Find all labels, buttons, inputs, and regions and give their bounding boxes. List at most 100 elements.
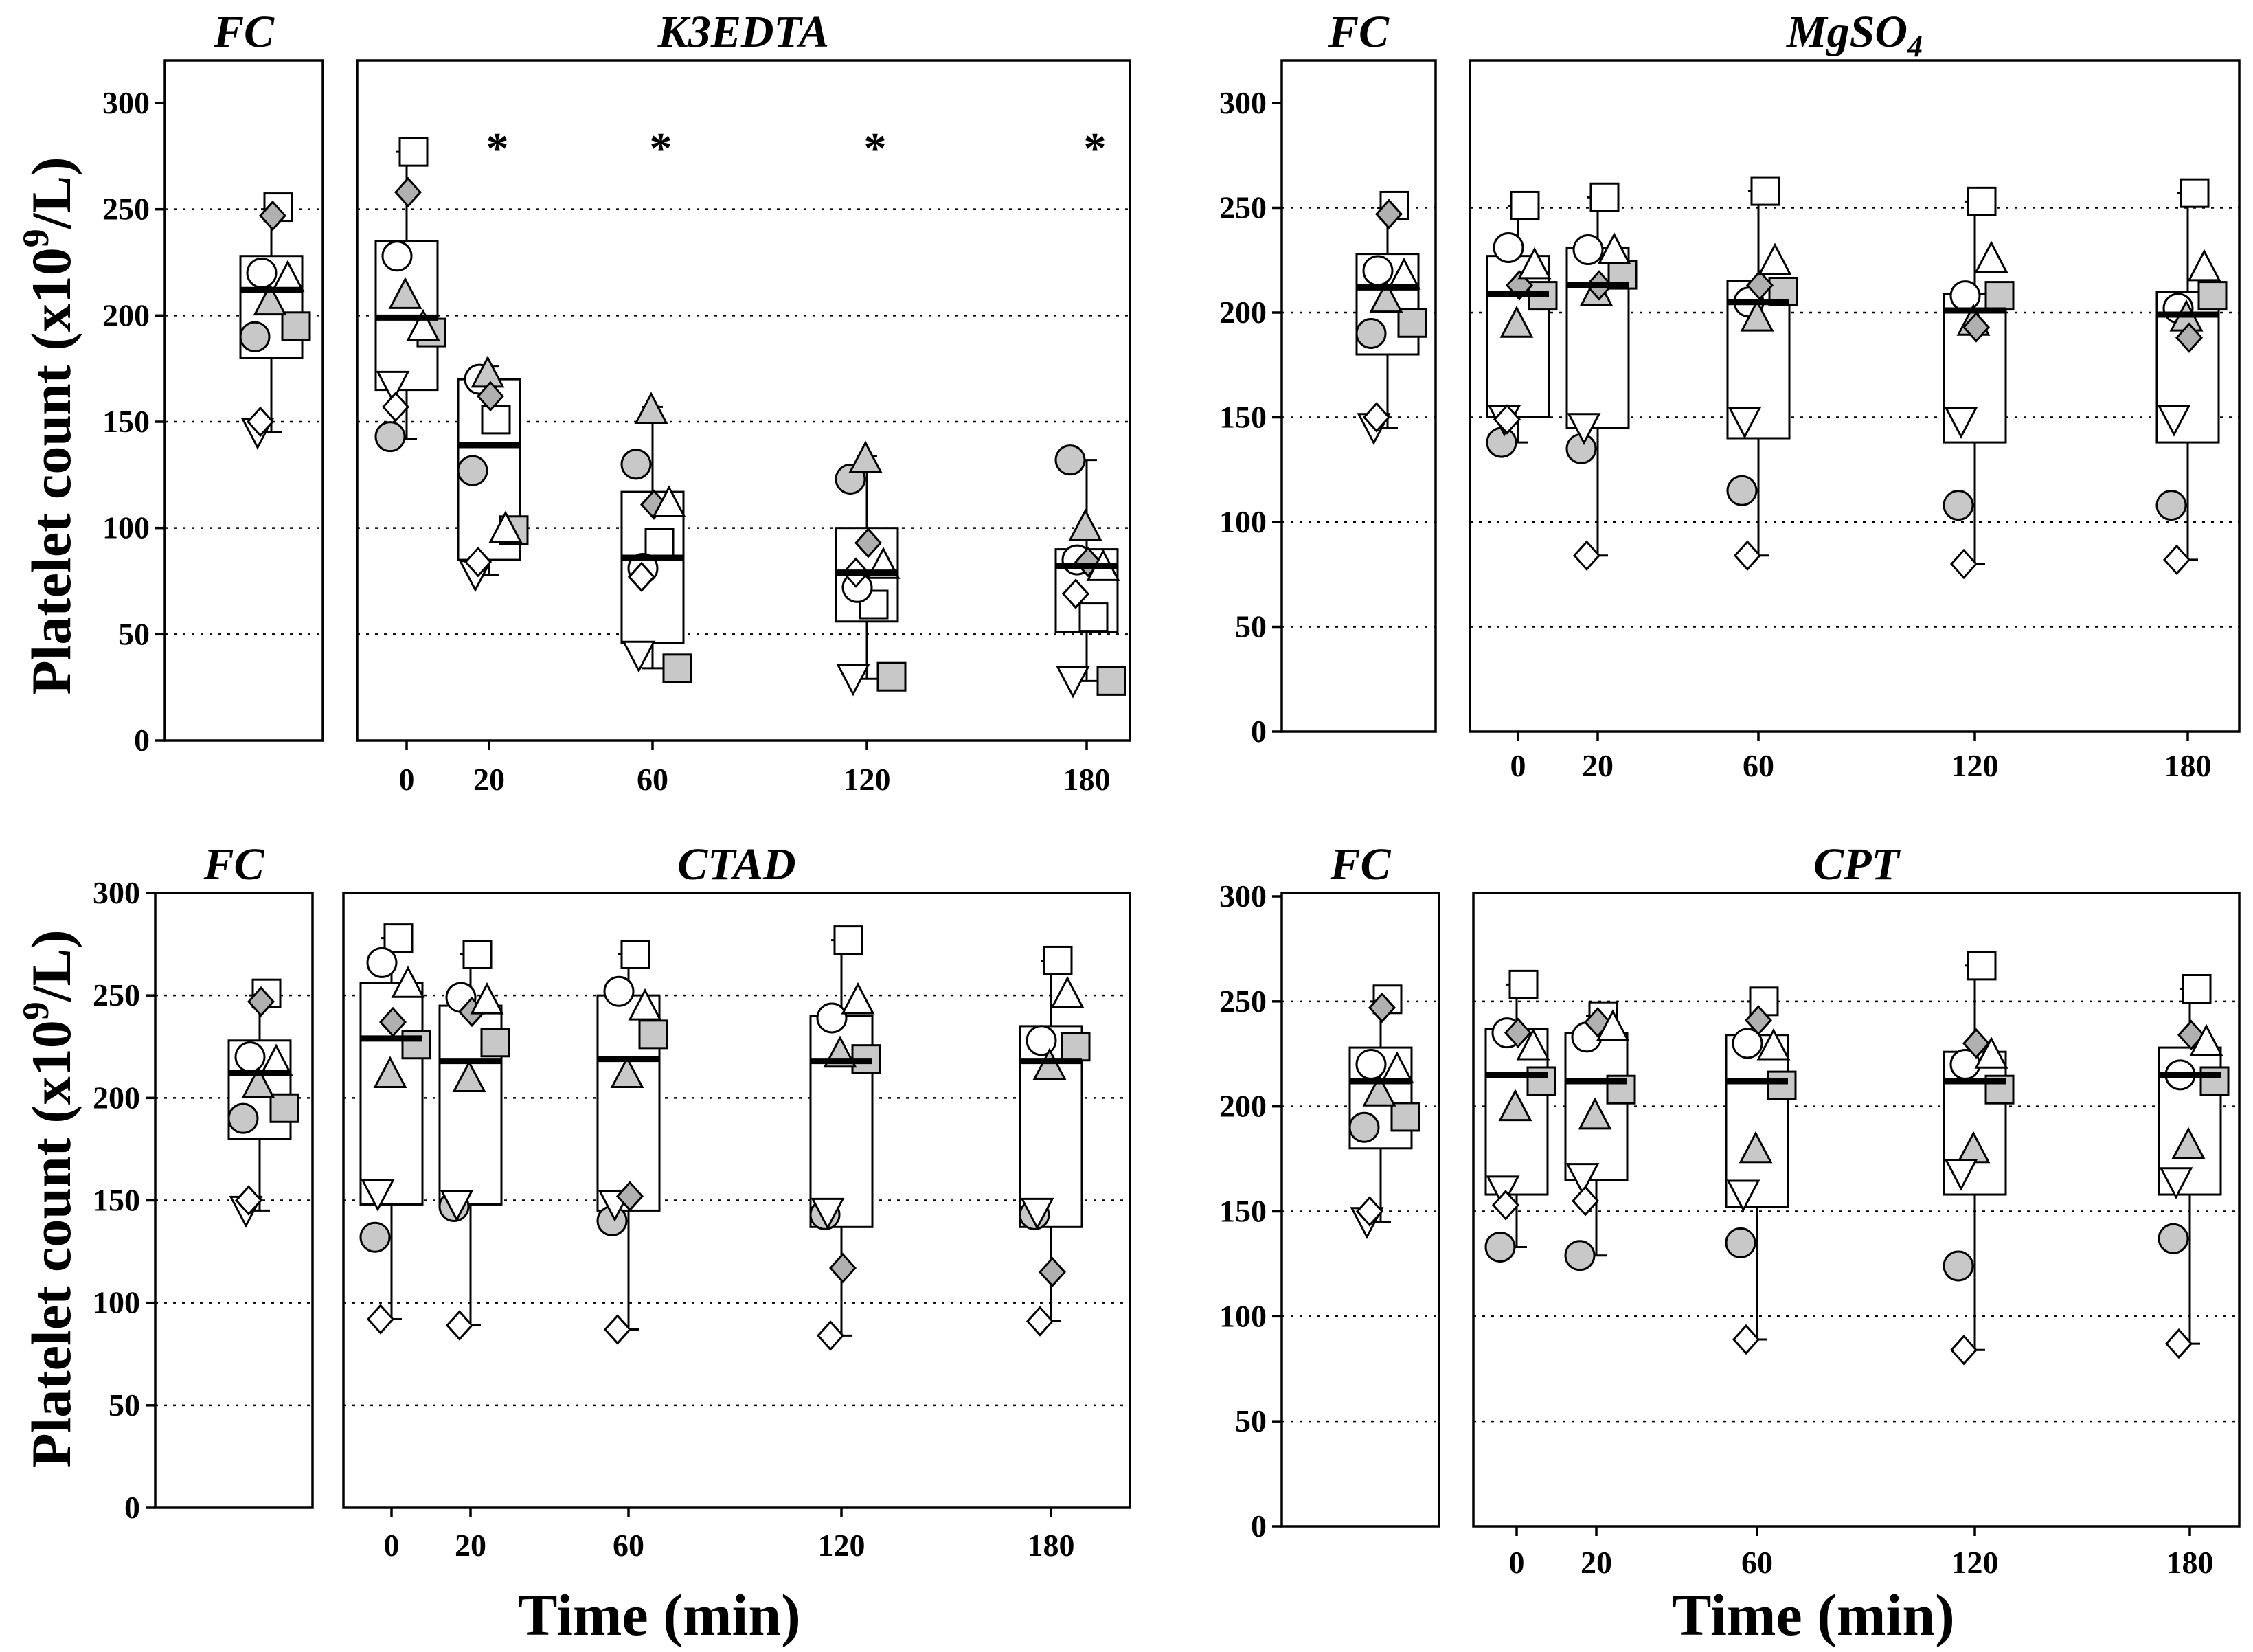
data-point-tri_open2 [1974,240,2008,273]
panel-title-text: CPT [1813,839,1901,890]
data-point-circle_fill [2155,490,2187,521]
data-point-dia_fill [2175,322,2204,353]
x-tick-label: 60 [1743,748,1774,783]
x-tick-label: 0 [384,1528,400,1563]
data-point-circle_fill [1943,490,1974,521]
data-point-circle_open [1355,1049,1387,1080]
data-point-dia_fill [1504,1017,1532,1048]
x-tick-label: 20 [1582,748,1614,783]
data-point-sq_open [2180,178,2210,208]
data-point-circle_fill [620,449,652,480]
significance-asterisk: * [1084,124,1107,174]
y-tick-label: 0 [1251,1508,1267,1543]
box-t60 [1725,986,1797,1355]
data-point-tri_down [1567,413,1601,445]
x-tick-label: 20 [455,1528,486,1563]
x-tick-label: 180 [1063,762,1111,797]
data-point-dia_open [2164,1328,2193,1359]
data-point-sq_fill [662,653,692,683]
data-point-dia_open [246,406,275,438]
data-point-tri_open2 [1974,1037,2008,1069]
data-point-tri_up [848,440,883,473]
data-point-circle_open [366,947,398,978]
data-point-tri_down [1944,1158,1978,1191]
x-axis-label-right: Time (min) [1672,1582,1955,1648]
y-tick-label: 250 [102,192,150,227]
y-tick-label: 0 [1251,714,1267,749]
fc-title: FC [1329,839,1391,890]
data-point-sq_fill [1096,666,1126,696]
x-tick-label: 20 [1581,1545,1612,1580]
data-point-tri_down [1486,1175,1520,1208]
data-point-tri_up [1068,508,1102,541]
data-point-dia_open [1355,1196,1384,1227]
data-point-dia_fill [1038,1256,1067,1288]
data-point-tri_down [811,1197,845,1230]
box-t60 [620,392,692,683]
data-point-tri_down [1944,407,1978,439]
data-point-dia_open [1732,1324,1760,1355]
data-point-tri_open2 [652,485,686,518]
y-tick-label: 150 [93,1183,140,1218]
data-point-dia_open [1493,404,1521,435]
data-point-sq_open [2182,973,2212,1004]
box-t180 [2155,178,2228,576]
data-point-tri_up [2171,1127,2206,1159]
data-point-sq_fill [281,311,311,341]
fc-title: FC [1328,7,1390,57]
data-point-sq_open [620,940,650,969]
data-point-tri_open2 [841,982,875,1015]
data-point-dia_fill [615,1181,644,1212]
data-point-dia_fill [1368,992,1396,1023]
box-t120 [1943,951,2015,1366]
data-point-tri_down [2157,405,2191,437]
data-point-circle_open [234,1041,266,1073]
data-point-sq_fill [1390,1102,1420,1132]
box-t180 [1019,945,1091,1337]
data-point-sq_fill [1767,1070,1797,1100]
data-point-sq_fill [1397,308,1427,338]
data-point-sq_open [1510,190,1540,220]
data-point-sq_open [398,137,429,167]
data-point-tri_open2 [1596,1009,1630,1042]
data-point-dia_open [1949,548,1978,580]
data-point-tri_up [253,283,287,316]
fc-title: FC [213,7,275,57]
data-point-tri_open2 [391,966,425,998]
panel-title: MgSO4 [1786,7,1923,63]
panel-k3edta: 0 50 100 150 200 250 300 0 20 60 120 180 FC K3EDTA * * *… [102,7,1131,797]
y-tick-label: 150 [1219,400,1267,435]
data-point-dia_open [603,1314,632,1345]
box-iqr [1564,1032,1629,1181]
data-point-tri_down [1726,1179,1760,1212]
data-point-tri_up [1032,1048,1067,1080]
box-t120 [1943,186,2015,580]
data-point-sq_open [462,940,493,969]
data-point-dia_open [1061,578,1090,609]
y-tick-label: 0 [124,1490,140,1525]
y-tick-label: 200 [93,1080,140,1115]
y-tick-label: 300 [1219,879,1267,914]
data-point-sq_open [1043,945,1073,975]
x-tick-label: 180 [1028,1528,1075,1563]
y-tick-label: 200 [1219,1089,1267,1124]
data-point-circle_fill [1564,1240,1596,1271]
data-point-dia_open [1571,1185,1600,1217]
significance-asterisk: * [864,124,887,174]
data-point-dia_open [1026,1306,1054,1337]
data-point-dia_open [1362,402,1391,433]
data-point-tri_open2 [2189,1023,2223,1056]
y-tick-label: 100 [1219,504,1267,539]
data-point-dia_open [816,1320,845,1351]
data-point-sq_open [833,925,863,955]
data-point-sq_fill [1984,281,2015,311]
data-point-tri_down [376,370,410,403]
panel-ctad: 0 50 100 150 200 250 300 0 20 60 120 180 FC CTAD [93,839,1131,1563]
data-point-sq_fill [401,1030,431,1060]
data-point-sq_open [1967,186,1997,216]
fc-box [239,192,311,450]
x-tick-label: 120 [844,762,891,797]
data-point-sq_fill [1526,1066,1556,1096]
data-point-sq_fill [269,1093,299,1123]
